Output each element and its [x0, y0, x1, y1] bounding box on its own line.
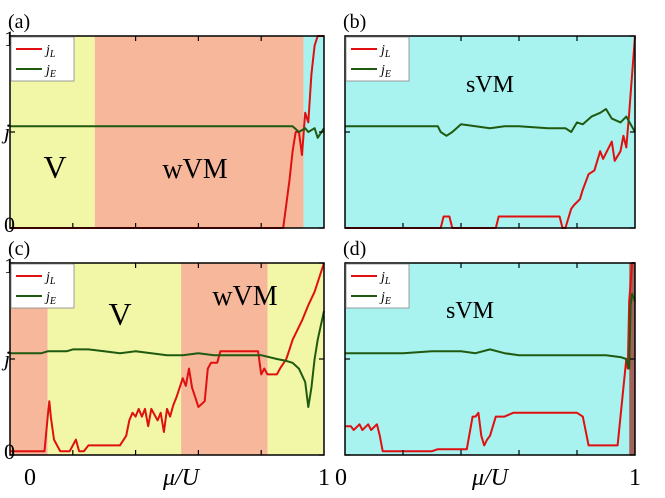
legend-box [345, 263, 410, 309]
region-2 [303, 36, 324, 228]
region-label: sVM [446, 298, 494, 324]
legend-label: jL [44, 43, 56, 60]
x-tick-label: 0 [24, 465, 36, 491]
legend-box [10, 36, 75, 82]
panel-label: (c) [8, 238, 30, 260]
series-line-j_L [10, 262, 325, 453]
series-line-j_L [345, 262, 635, 453]
legend-label: jL [379, 270, 391, 287]
y-tick-label: j [1, 119, 10, 144]
legend-label: jL [379, 43, 391, 60]
legend-box [10, 263, 75, 309]
series-line-j_E [10, 310, 325, 408]
y-tick-label: 0 [4, 439, 15, 464]
panel-label: (d) [343, 238, 366, 260]
region-2 [181, 263, 268, 455]
panel-label: (b) [343, 11, 366, 33]
legend-box [345, 36, 410, 82]
region-label: V [43, 149, 66, 185]
region-label: wVM [162, 154, 227, 185]
region-label: V [108, 296, 131, 332]
panel-label: (a) [8, 11, 30, 33]
region-1 [94, 36, 304, 228]
y-tick-label: 0 [4, 212, 15, 237]
x-tick-label: 1 [629, 465, 641, 491]
region-label: wVM [212, 281, 277, 312]
region-label: sVM [466, 72, 514, 98]
series-line-j_E [345, 108, 636, 137]
legend-label: jL [44, 270, 56, 287]
x-tick-label: 0 [335, 465, 347, 491]
x-axis-label: μ/U [162, 465, 201, 491]
y-tick-label: j [1, 346, 10, 371]
series-line-j_E [10, 125, 325, 139]
x-axis-label: μ/U [471, 465, 510, 491]
y-tick-label: 1 [4, 253, 15, 278]
series-line-j_L [10, 35, 324, 229]
x-tick-label: 1 [318, 465, 330, 491]
series-line-j_E [345, 292, 636, 370]
y-tick-label: 1 [4, 26, 15, 51]
